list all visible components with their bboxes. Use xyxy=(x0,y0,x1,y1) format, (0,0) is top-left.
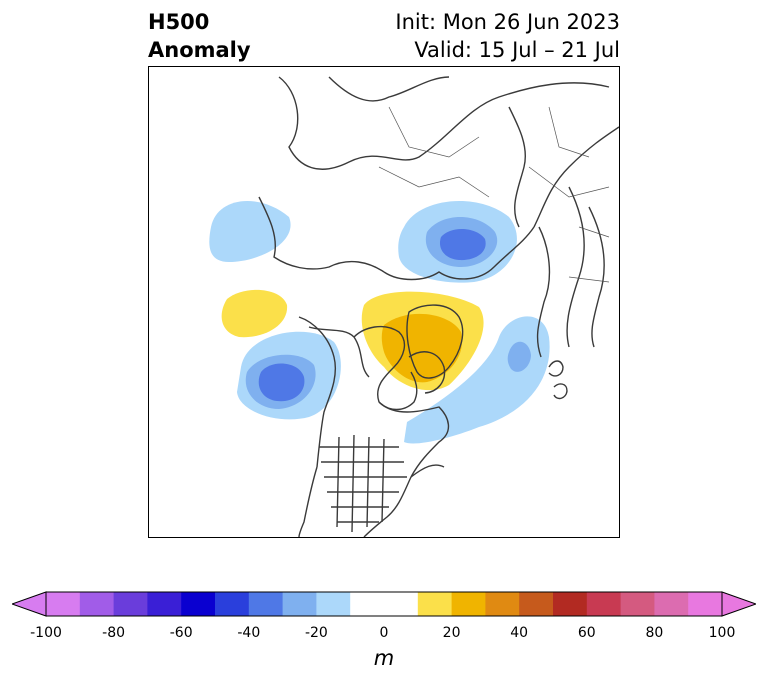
colorbar-bin xyxy=(519,592,554,616)
anomaly-label: Anomaly xyxy=(148,38,251,62)
map-panel xyxy=(148,66,620,538)
colorbar xyxy=(10,590,758,618)
colorbar-bin xyxy=(46,592,81,616)
colorbar-tick-label: -100 xyxy=(30,625,62,641)
colorbar-svg xyxy=(10,591,758,617)
colorbar-bin xyxy=(485,592,520,616)
colorbar-extend-high xyxy=(721,591,758,617)
anomaly-bering-pos xyxy=(221,289,288,338)
anomaly-shading xyxy=(209,200,550,444)
colorbar-bin xyxy=(113,592,148,616)
colorbar-tick-label: 40 xyxy=(510,625,529,641)
variable-label: H500 xyxy=(148,10,210,34)
colorbar-bin xyxy=(417,592,453,616)
coastlines xyxy=(258,76,619,537)
colorbar-extend-low xyxy=(10,591,47,617)
colorbar-bin xyxy=(79,592,115,616)
anomaly-barents-inner xyxy=(439,228,486,261)
colorbar-bin xyxy=(350,592,385,616)
anomaly-atlantic-inner xyxy=(507,341,531,372)
colorbar-tick-label: -20 xyxy=(304,625,328,641)
colorbar-bin xyxy=(586,592,622,616)
anomaly-greenland-inner xyxy=(381,313,463,383)
colorbar-bin xyxy=(316,592,351,616)
anomaly-map xyxy=(209,76,619,537)
colorbar-tick-label: -40 xyxy=(237,625,261,641)
colorbar-unit: m xyxy=(373,646,395,670)
map-title: H500 Anomaly xyxy=(148,8,251,64)
political-borders xyxy=(378,106,610,283)
valid-date: Valid: 15 Jul – 21 Jul xyxy=(414,38,620,62)
colorbar-bin xyxy=(688,592,723,616)
colorbar-bin xyxy=(384,592,419,616)
anomaly-siberia-outer xyxy=(209,200,291,262)
init-date: Init: Mon 26 Jun 2023 xyxy=(395,10,620,34)
date-info: Init: Mon 26 Jun 2023 Valid: 15 Jul – 21… xyxy=(395,8,620,64)
colorbar-bin xyxy=(215,592,250,616)
colorbar-bin xyxy=(147,592,182,616)
colorbar-bin xyxy=(553,592,588,616)
colorbar-tick-label: -80 xyxy=(102,625,126,641)
colorbar-tick-label: 60 xyxy=(577,625,596,641)
colorbar-bin xyxy=(248,592,284,616)
colorbar-tick-label: 100 xyxy=(708,625,736,641)
colorbar-bin xyxy=(181,592,216,616)
colorbar-bin xyxy=(620,592,655,616)
colorbar-bin xyxy=(451,592,486,616)
colorbar-tick-label: 80 xyxy=(645,625,664,641)
colorbar-bin xyxy=(282,592,317,616)
colorbar-tick-label: -60 xyxy=(169,625,193,641)
colorbar-bin xyxy=(654,592,689,616)
colorbar-tick-label: 0 xyxy=(379,625,389,641)
anomaly-alaska-inner xyxy=(258,363,305,402)
colorbar-frame xyxy=(45,591,723,617)
colorbar-tick-label: 20 xyxy=(442,625,461,641)
